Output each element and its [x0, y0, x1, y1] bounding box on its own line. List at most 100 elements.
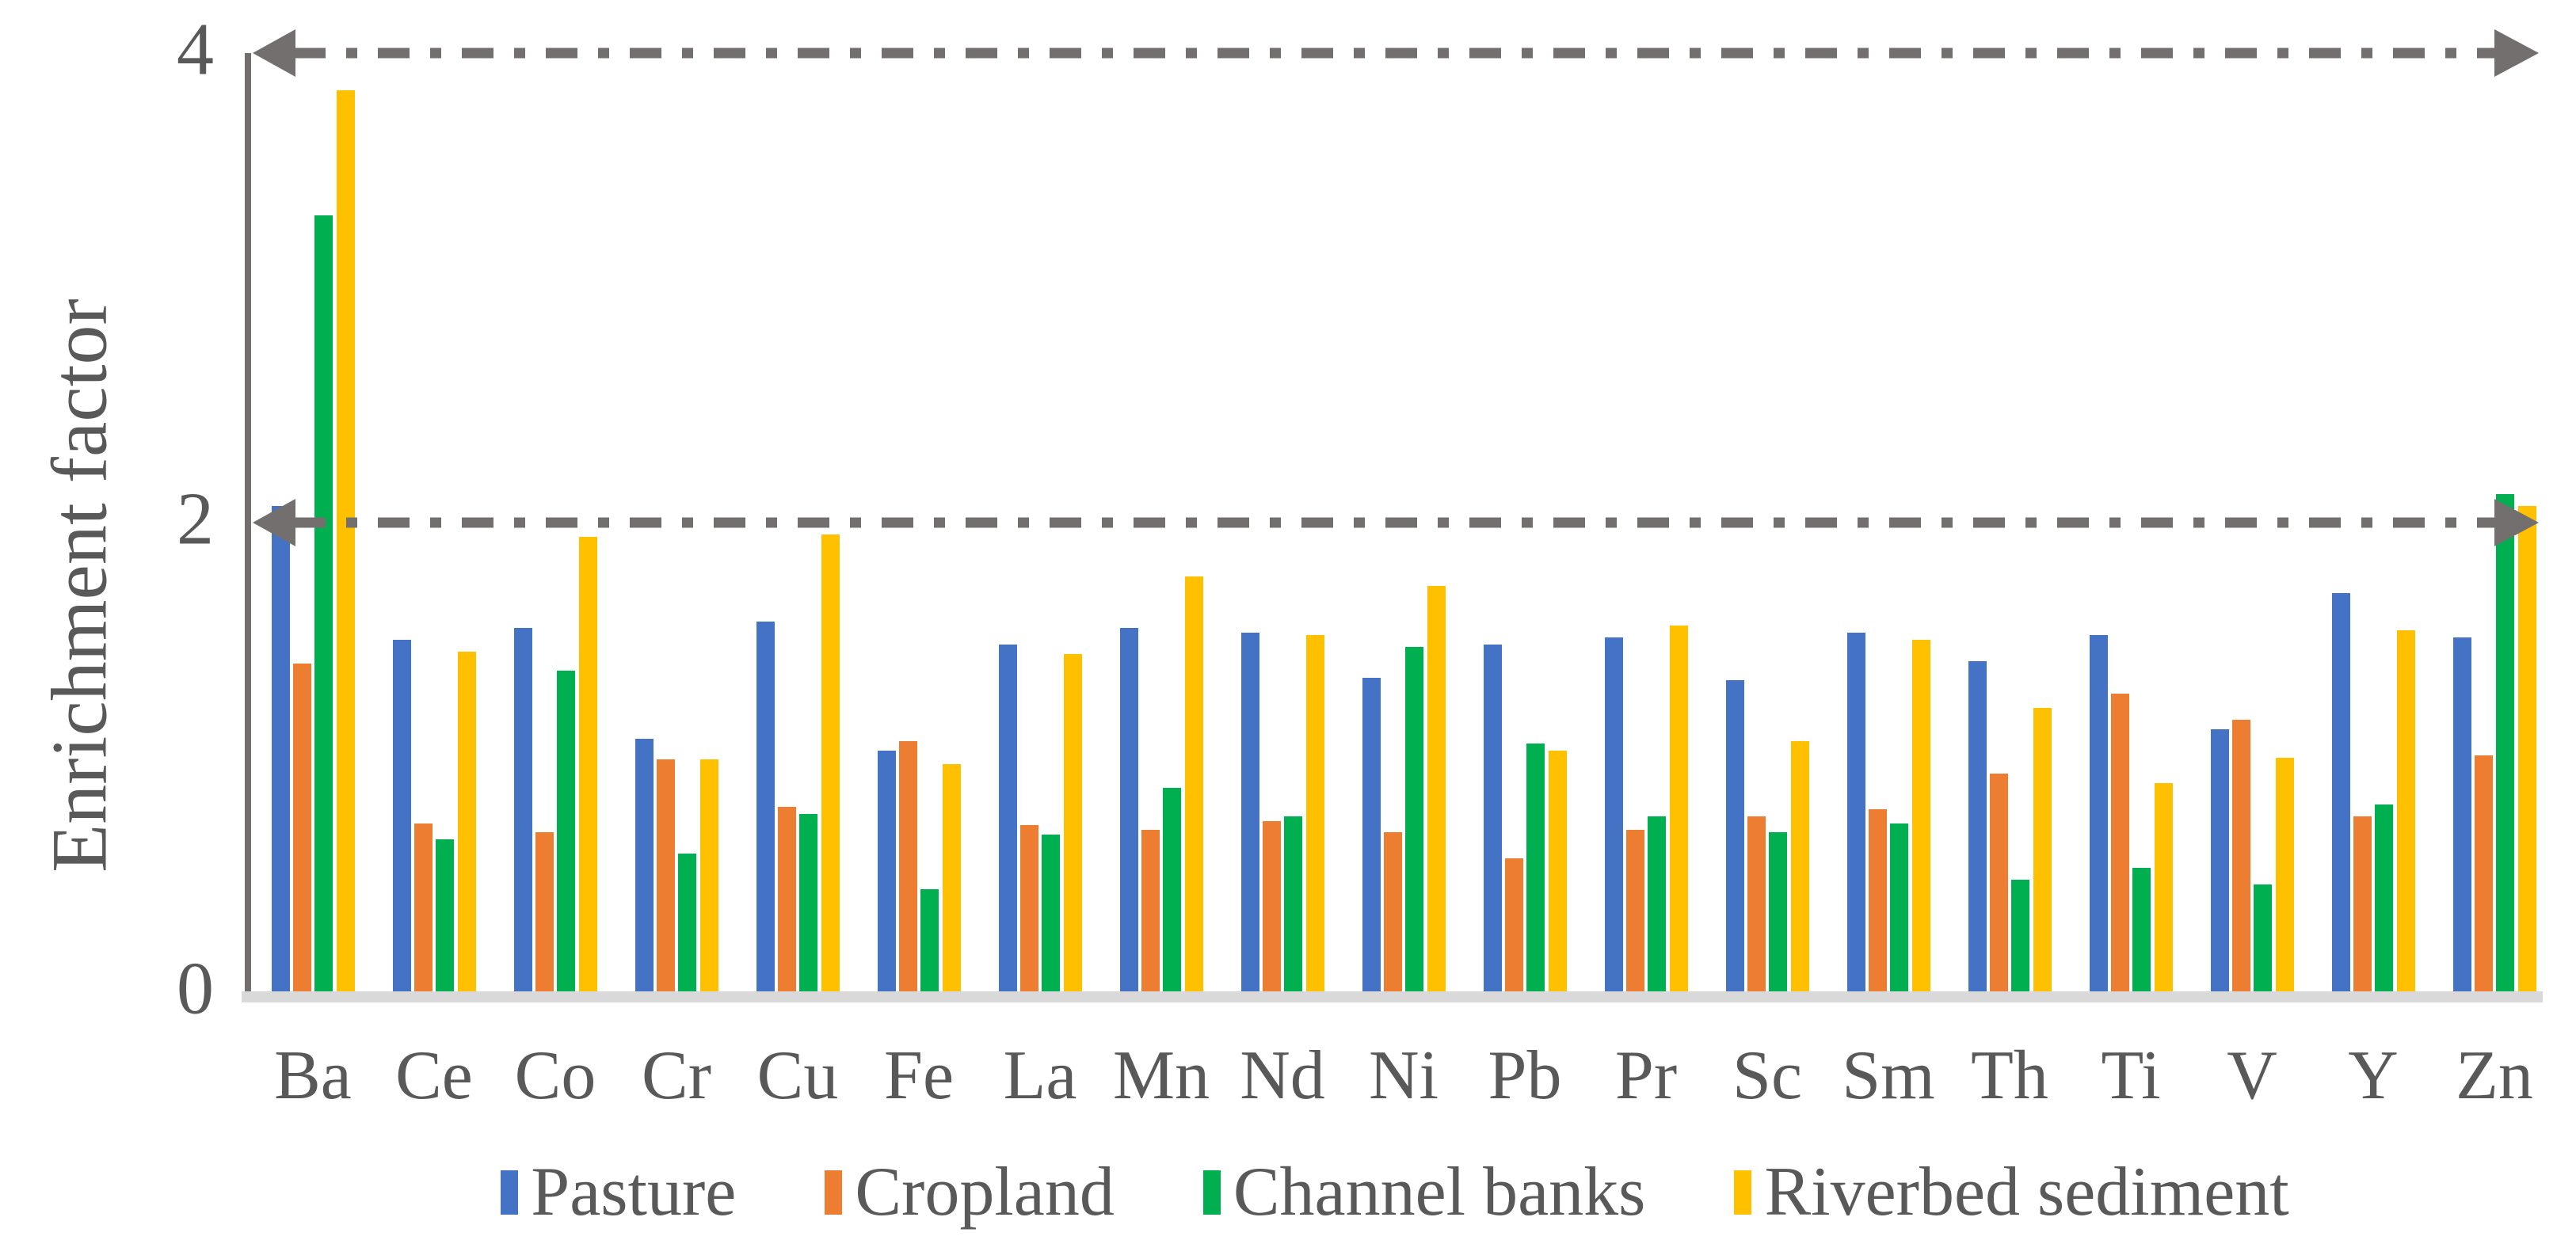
bar-channel-banks-fe — [920, 888, 939, 992]
bar-cropland-co — [535, 832, 554, 992]
x-label-y: Y — [2348, 1037, 2399, 1114]
bar-channel-banks-ti — [2132, 867, 2151, 992]
x-label-pb: Pb — [1488, 1037, 1562, 1114]
bar-channel-banks-nd — [1284, 816, 1303, 992]
bar-pasture-pb — [1484, 645, 1502, 992]
legend-swatch — [1734, 1170, 1752, 1215]
bar-channel-banks-y — [2375, 804, 2394, 992]
bar-pasture-sm — [1847, 633, 1865, 992]
x-label-zn: Zn — [2456, 1037, 2533, 1114]
x-label-sc: Sc — [1732, 1037, 1802, 1114]
bar-riverbed-sediment-ba — [336, 90, 355, 992]
x-label-ba: Ba — [274, 1037, 352, 1114]
bar-riverbed-sediment-v — [2275, 757, 2294, 992]
bar-cropland-th — [1990, 774, 2009, 992]
bar-cropland-pr — [1626, 830, 1645, 992]
bar-cropland-ti — [2111, 694, 2130, 992]
bar-channel-banks-cu — [799, 813, 818, 992]
bar-pasture-sc — [1726, 679, 1744, 992]
x-label-cu: Cu — [756, 1037, 839, 1114]
bar-cropland-pb — [1505, 858, 1524, 992]
x-label-ce: Ce — [395, 1037, 473, 1114]
bar-pasture-nd — [1241, 633, 1259, 992]
legend: Pasture Cropland Channel banks Riverbed sed… — [251, 1158, 2539, 1227]
bar-pasture-fe — [878, 750, 896, 992]
bar-riverbed-sediment-y — [2396, 630, 2415, 992]
bar-riverbed-sediment-ti — [2154, 783, 2173, 992]
x-label-la: La — [1003, 1037, 1077, 1114]
bar-pasture-ti — [2090, 635, 2108, 992]
x-axis-line — [242, 991, 2543, 1002]
legend-label: Channel banks — [1233, 1154, 1646, 1230]
bar-riverbed-sediment-ce — [457, 652, 476, 992]
bar-channel-banks-v — [2254, 884, 2273, 992]
x-label-co: Co — [514, 1037, 596, 1114]
bar-cropland-la — [1020, 825, 1039, 992]
bar-pasture-cr — [635, 738, 654, 992]
bar-channel-banks-pb — [1526, 743, 1545, 992]
bar-pasture-ce — [393, 640, 411, 992]
bar-riverbed-sediment-th — [2033, 708, 2052, 992]
bar-riverbed-sediment-sm — [1911, 640, 1930, 992]
bar-cropland-ba — [293, 663, 312, 992]
x-label-cr: Cr — [642, 1037, 711, 1114]
x-label-nd: Nd — [1240, 1037, 1325, 1114]
bar-channel-banks-th — [2011, 879, 2030, 992]
bar-channel-banks-la — [1042, 835, 1061, 992]
legend-label: Cropland — [855, 1154, 1115, 1230]
x-label-th: Th — [1971, 1037, 2048, 1114]
bar-cropland-nd — [1263, 820, 1282, 992]
bar-pasture-y — [2332, 592, 2350, 992]
legend-swatch — [1202, 1170, 1221, 1215]
bar-riverbed-sediment-cu — [821, 534, 840, 992]
x-label-sm: Sm — [1842, 1037, 1935, 1114]
bar-channel-banks-co — [557, 670, 576, 992]
y-axis-line — [245, 53, 251, 992]
bar-riverbed-sediment-sc — [1790, 740, 1809, 992]
bar-channel-banks-ce — [436, 839, 455, 992]
legend-label: Riverbed sediment — [1764, 1154, 2289, 1230]
bar-cropland-cu — [778, 806, 797, 992]
bar-cropland-zn — [2475, 755, 2494, 992]
bar-cropland-fe — [899, 740, 918, 992]
bar-cropland-ce — [414, 823, 433, 992]
legend-swatch — [825, 1170, 843, 1215]
legend-item-channel-banks: Channel banks — [1202, 1154, 1646, 1230]
bar-pasture-v — [2211, 728, 2229, 992]
bar-channel-banks-mn — [1163, 788, 1182, 992]
bar-channel-banks-cr — [678, 854, 697, 992]
x-label-ni: Ni — [1369, 1037, 1439, 1114]
bar-riverbed-sediment-zn — [2517, 506, 2536, 992]
y-tick-label: 2 — [177, 477, 214, 561]
bar-channel-banks-sc — [1769, 832, 1788, 992]
bar-riverbed-sediment-pr — [1669, 626, 1688, 992]
x-label-ti: Ti — [2101, 1037, 2161, 1114]
bar-riverbed-sediment-cr — [699, 759, 718, 992]
x-label-v: V — [2227, 1037, 2277, 1114]
bar-pasture-zn — [2453, 637, 2471, 992]
legend-label: Pasture — [531, 1154, 737, 1230]
bar-riverbed-sediment-nd — [1305, 635, 1324, 992]
legend-item-riverbed-sediment: Riverbed sediment — [1734, 1154, 2289, 1230]
x-label-pr: Pr — [1614, 1037, 1678, 1114]
y-tick-label: 0 — [177, 947, 214, 1030]
y-axis-title: Enrichment factor — [35, 299, 124, 873]
bar-riverbed-sediment-la — [1063, 654, 1082, 992]
y-tick-label: 4 — [177, 8, 214, 91]
bar-cropland-sm — [1869, 808, 1888, 992]
bar-channel-banks-ni — [1405, 647, 1424, 992]
bar-pasture-mn — [1120, 628, 1138, 992]
bar-pasture-pr — [1605, 637, 1623, 992]
bar-riverbed-sediment-fe — [942, 764, 961, 992]
bar-pasture-th — [1968, 660, 1987, 992]
bar-pasture-la — [999, 645, 1017, 992]
bar-cropland-v — [2232, 720, 2251, 992]
bar-pasture-ni — [1362, 677, 1381, 992]
bar-riverbed-sediment-ni — [1427, 586, 1446, 992]
bar-cropland-mn — [1141, 830, 1160, 992]
bar-pasture-ba — [272, 506, 290, 992]
legend-item-pasture: Pasture — [501, 1158, 736, 1227]
bar-cropland-sc — [1747, 816, 1766, 992]
legend-item-cropland: Cropland — [825, 1158, 1115, 1227]
bar-cropland-cr — [657, 759, 676, 992]
